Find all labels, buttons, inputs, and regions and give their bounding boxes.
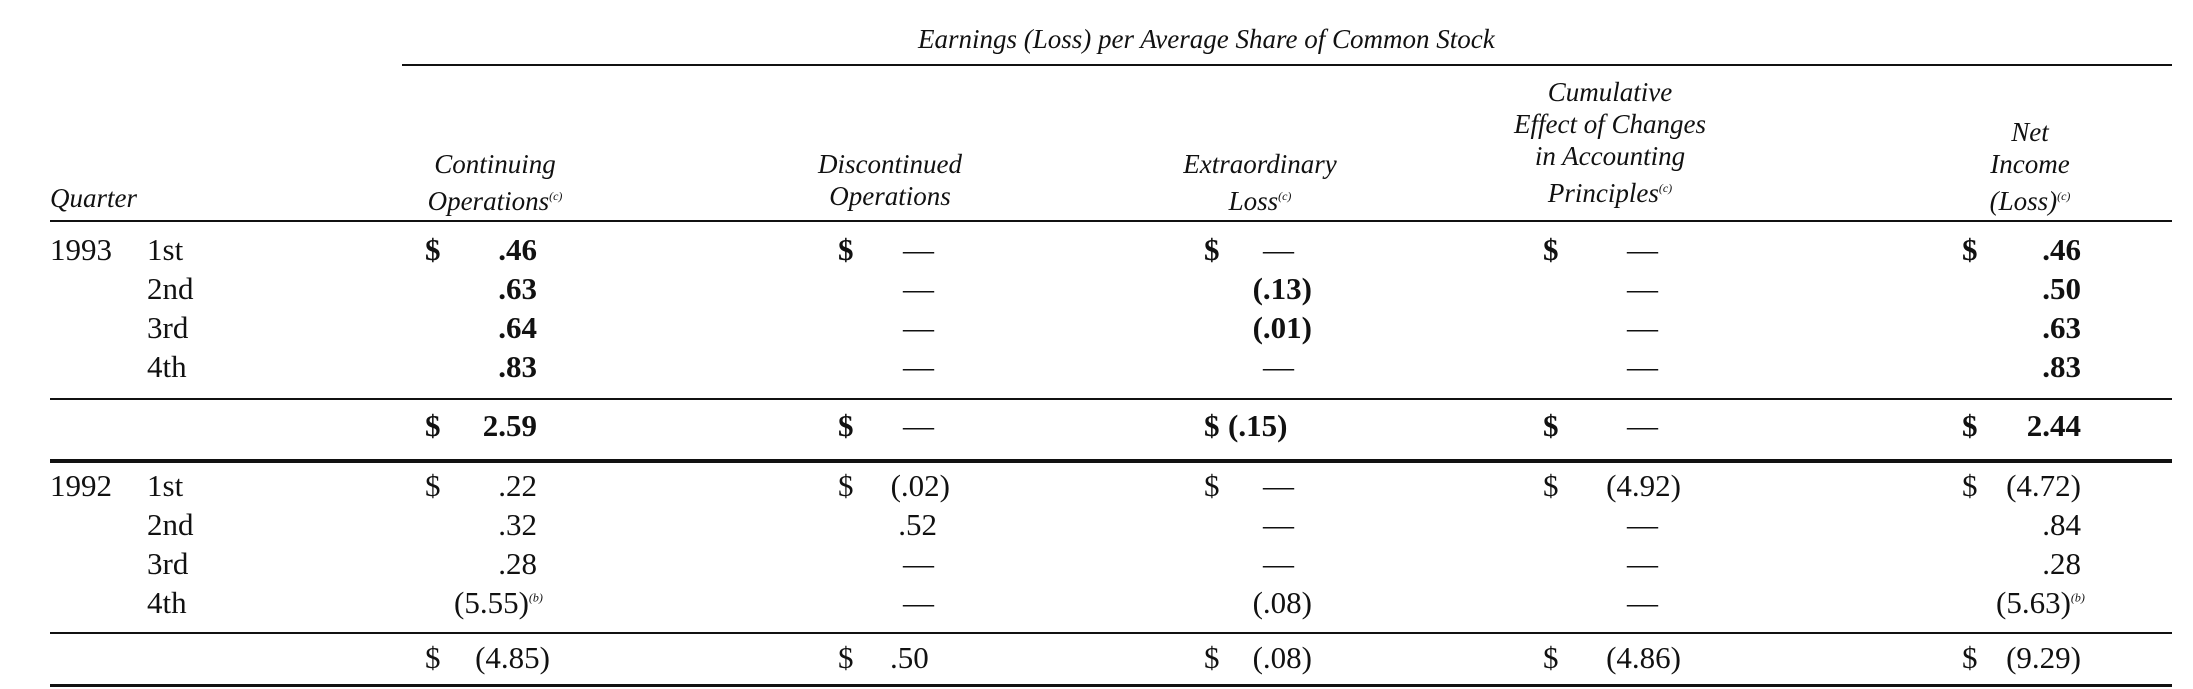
cumulative-value: — xyxy=(1627,585,1658,620)
net-income-total: (9.29) xyxy=(2006,640,2081,675)
discontinued-total: — xyxy=(903,408,934,443)
quarter-label: 4th xyxy=(147,349,187,384)
extraordinary-value: — xyxy=(1263,507,1294,542)
dollar-sign: $ xyxy=(1543,408,1559,443)
extraordinary-total: (.08) xyxy=(1252,640,1312,675)
header-extraordinary: Extraordinary Loss(c) xyxy=(1183,149,1337,216)
dollar-sign: $ xyxy=(838,640,854,675)
header-continuing: Continuing Operations(c) xyxy=(427,149,563,216)
footnote-b: (b) xyxy=(2070,590,2085,605)
dollar-sign: $ xyxy=(1962,408,1978,443)
cumulative-total: (4.86) xyxy=(1606,640,1681,675)
discontinued-value: (.02) xyxy=(890,468,950,503)
net-income-value: .84 xyxy=(2042,507,2081,542)
discontinued-value: — xyxy=(903,271,934,306)
net-income-value: (5.63)(b) xyxy=(1996,585,2085,620)
quarter-label: 4th xyxy=(147,585,187,620)
dollar-sign: $ xyxy=(838,408,854,443)
dollar-sign: $ xyxy=(425,640,441,675)
continuing-total: 2.59 xyxy=(482,408,537,443)
cumulative-value: — xyxy=(1627,507,1658,542)
subtotal-rule-1992 xyxy=(50,632,2172,634)
quarter-label: 1st xyxy=(147,232,184,267)
dollar-sign: $ xyxy=(425,408,441,443)
net-income-value: .28 xyxy=(2042,546,2081,581)
continuing-value: .83 xyxy=(498,349,537,384)
dollar-sign: $ xyxy=(1962,468,1978,503)
dollar-sign: $ xyxy=(838,232,854,267)
dollar-sign: $ xyxy=(1962,640,1978,675)
table-title: Earnings (Loss) per Average Share of Com… xyxy=(918,24,1495,54)
title-underline xyxy=(402,64,2172,66)
cumulative-value: — xyxy=(1627,232,1658,267)
continuing-value: (5.55)(b) xyxy=(454,585,543,620)
continuing-value: .64 xyxy=(498,310,537,345)
extraordinary-value: (.08) xyxy=(1252,585,1312,620)
dollar-sign: $ xyxy=(1543,468,1559,503)
continuing-value: .46 xyxy=(498,232,537,267)
subtotal-rule-1993 xyxy=(50,398,2172,400)
dollar-sign: $ xyxy=(1204,232,1220,267)
quarter-label: 2nd xyxy=(147,271,194,306)
dollar-sign: $ xyxy=(1204,408,1220,443)
header-rule xyxy=(50,220,2172,222)
continuing-value: .32 xyxy=(498,507,537,542)
quarter-label: 3rd xyxy=(147,310,189,345)
net-income-value: .83 xyxy=(2042,349,2081,384)
year-1993: 1993 xyxy=(50,232,112,267)
net-income-total: 2.44 xyxy=(2026,408,2081,443)
extraordinary-total: (.15) xyxy=(1228,408,1288,443)
extraordinary-value: — xyxy=(1263,546,1294,581)
discontinued-value: .52 xyxy=(898,507,937,542)
net-income-value: .63 xyxy=(2042,310,2081,345)
extraordinary-value: — xyxy=(1263,349,1294,384)
dollar-sign: $ xyxy=(425,232,441,267)
header-quarter: Quarter xyxy=(50,183,137,213)
quarter-label: 2nd xyxy=(147,507,194,542)
discontinued-value: — xyxy=(903,585,934,620)
net-income-value: (4.72) xyxy=(2006,468,2081,503)
continuing-value: .22 xyxy=(498,468,537,503)
dollar-sign: $ xyxy=(838,468,854,503)
discontinued-total: .50 xyxy=(890,640,929,675)
header-cumulative: Cumulative Effect of Changes in Accounti… xyxy=(1514,77,1706,208)
dollar-sign: $ xyxy=(1543,640,1559,675)
total-rule-1993 xyxy=(50,459,2172,463)
continuing-value: .63 xyxy=(498,271,537,306)
extraordinary-value: — xyxy=(1263,468,1294,503)
cumulative-value: — xyxy=(1627,310,1658,345)
extraordinary-value: (.13) xyxy=(1252,271,1312,306)
cumulative-value: — xyxy=(1627,271,1658,306)
cumulative-value: — xyxy=(1627,546,1658,581)
discontinued-value: — xyxy=(903,546,934,581)
extraordinary-value: (.01) xyxy=(1252,310,1312,345)
cumulative-value: (4.92) xyxy=(1606,468,1681,503)
cumulative-value: — xyxy=(1627,349,1658,384)
footnote-b: (b) xyxy=(528,590,543,605)
discontinued-value: — xyxy=(903,349,934,384)
dollar-sign: $ xyxy=(1204,468,1220,503)
cumulative-total: — xyxy=(1627,408,1658,443)
quarter-label: 1st xyxy=(147,468,184,503)
dollar-sign: $ xyxy=(1543,232,1559,267)
quarter-label: 3rd xyxy=(147,546,189,581)
net-income-value: .50 xyxy=(2042,271,2081,306)
dollar-sign: $ xyxy=(425,468,441,503)
extraordinary-value: — xyxy=(1263,232,1294,267)
discontinued-value: — xyxy=(903,232,934,267)
total-rule-1992 xyxy=(50,684,2172,687)
net-income-value: .46 xyxy=(2042,232,2081,267)
continuing-value: .28 xyxy=(498,546,537,581)
dollar-sign: $ xyxy=(1962,232,1978,267)
year-1992: 1992 xyxy=(50,468,112,503)
discontinued-value: — xyxy=(903,310,934,345)
header-discontinued: Discontinued Operations xyxy=(818,149,962,211)
dollar-sign: $ xyxy=(1204,640,1220,675)
header-net-income: Net Income (Loss)(c) xyxy=(1989,117,2071,216)
continuing-total: (4.85) xyxy=(475,640,550,675)
